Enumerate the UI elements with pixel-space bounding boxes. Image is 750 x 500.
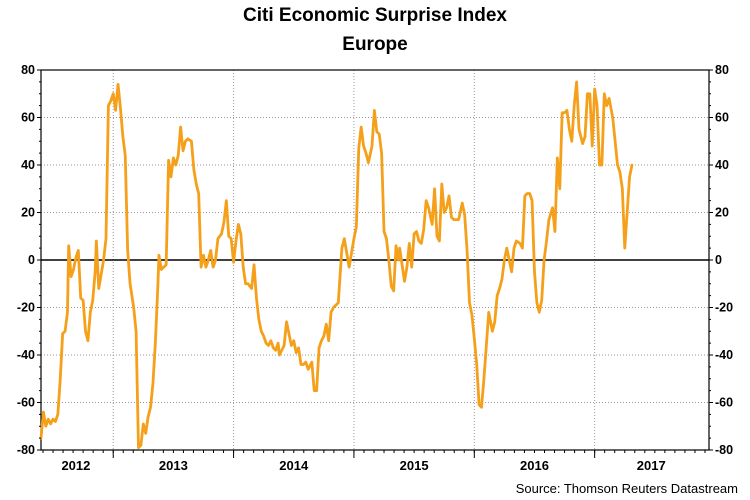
- x-tick-label: 2017: [637, 458, 666, 473]
- y-tick-label-left: -80: [17, 443, 35, 457]
- y-tick-label-right: 40: [715, 158, 729, 172]
- y-tick-label-right: -40: [715, 348, 733, 362]
- series-line: [39, 80, 634, 450]
- axis-labels: 80 80 60 60 40 40 20 20 0 0 -20 -20 -40 -40 -60 -60 -80 -…: [17, 63, 733, 473]
- y-tick-label-right: 20: [715, 206, 729, 220]
- y-tick-label-left: 60: [21, 111, 35, 125]
- y-tick-label-right: 60: [715, 111, 729, 125]
- x-tick-label: 2016: [520, 458, 549, 473]
- y-tick-label-right: -80: [715, 443, 733, 457]
- chart-subtitle: Europe: [342, 34, 408, 55]
- chart-title: Citi Economic Surprise Index: [243, 5, 507, 26]
- y-tick-label-left: -20: [17, 301, 35, 315]
- x-tick-label: 2012: [61, 458, 90, 473]
- y-tick-label-left: 80: [21, 63, 35, 77]
- source-note: Source: Thomson Reuters Datastream: [515, 481, 738, 496]
- series-line-group: [39, 80, 634, 450]
- y-tick-label-right: 80: [715, 63, 729, 77]
- y-tick-label-left: 40: [21, 158, 35, 172]
- y-tick-label-left: 0: [28, 253, 35, 267]
- y-tick-label-right: 0: [715, 253, 722, 267]
- x-tick-label: 2014: [279, 458, 309, 473]
- y-tick-label-left: 20: [21, 206, 35, 220]
- y-tick-label-left: -60: [17, 396, 35, 410]
- x-tick-label: 2015: [400, 458, 429, 473]
- y-tick-label-right: -20: [715, 301, 733, 315]
- y-tick-label-left: -40: [17, 348, 35, 362]
- y-tick-label-right: -60: [715, 396, 733, 410]
- axis-ticks: [37, 69, 713, 458]
- x-tick-label: 2013: [159, 458, 188, 473]
